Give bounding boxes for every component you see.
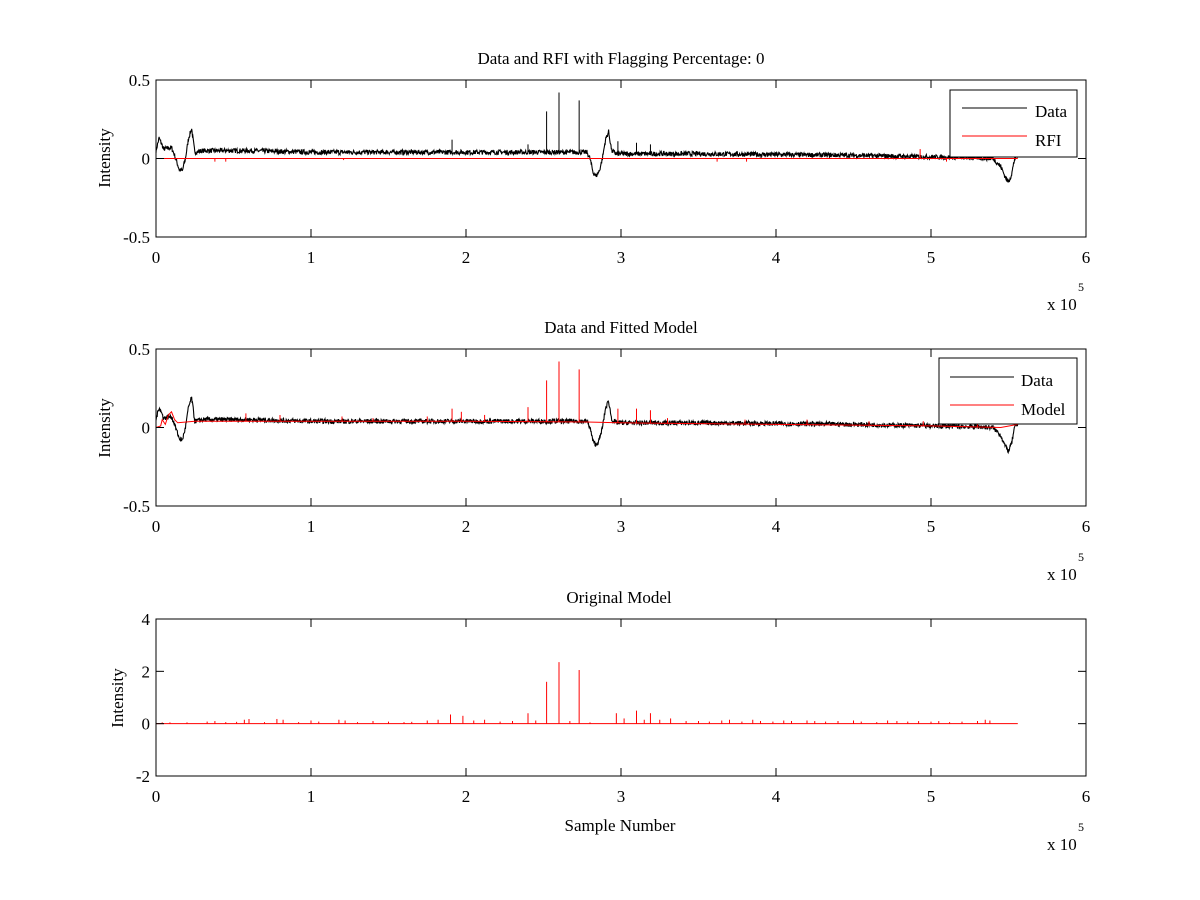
subplot-2-xtick-label: 4 <box>772 517 781 536</box>
subplot-1-ticks <box>155 79 1087 238</box>
subplot-3-xmult-exponent: 5 <box>1078 820 1084 834</box>
subplot-2-series-2-line <box>155 410 1018 429</box>
subplot-2-ticks <box>155 348 1087 507</box>
subplot-3-xtick-label: 1 <box>307 787 316 806</box>
subplot-3-ytick-label: -2 <box>136 767 150 786</box>
subplot-2-xtick-label: 3 <box>617 517 626 536</box>
subplot-1-plot <box>155 92 1019 183</box>
subplot-2-ytick-label: 0 <box>142 419 151 438</box>
subplot-1-xtick-label: 6 <box>1082 248 1091 267</box>
subplot-2-xtick-label: 6 <box>1082 517 1091 536</box>
subplot-2-ytick-label: -0.5 <box>123 497 150 516</box>
subplot-3-ytick-label: 2 <box>142 662 151 681</box>
subplot-1-ytick-label: 0.5 <box>129 71 150 90</box>
subplot-2-legend-box <box>938 357 1078 425</box>
subplot-2-xtick-label: 2 <box>462 517 471 536</box>
subplot-3-series-1 <box>156 662 1018 725</box>
subplot-1-legend: Data RFI <box>949 89 1078 158</box>
subplot-2-ylabel: Intensity <box>95 398 114 458</box>
subplot-1-ylabel: Intensity <box>95 128 114 188</box>
subplot-1-series-1 <box>155 92 1019 183</box>
subplot-1-xmult-exponent: 5 <box>1078 280 1084 294</box>
subplot-2-legend: Data Model <box>938 357 1078 425</box>
subplot-3-ytick-label: 0 <box>142 715 151 734</box>
subplot-3-xtick-label: 4 <box>772 787 781 806</box>
subplot-3-plot <box>156 662 1018 725</box>
subplot-3-xmult-base: x 10 <box>1047 835 1077 854</box>
subplot-1-series-1-line <box>155 128 1019 183</box>
subplot-2-ytick-label: 0.5 <box>129 340 150 359</box>
subplot-2-plot <box>155 361 1019 455</box>
subplot-1-title: Data and RFI with Flagging Percentage: 0 <box>477 49 764 68</box>
subplot-2-xtick-label: 1 <box>307 517 316 536</box>
subplot-3-title: Original Model <box>566 588 672 607</box>
subplot-1: Data and RFI with Flagging Percentage: 0… <box>95 49 1090 314</box>
subplot-1-series-2 <box>156 149 1018 162</box>
subplot-2-xmult-base: x 10 <box>1047 565 1077 584</box>
subplot-2-tick-labels: 0 1 2 3 4 5 6-0.500.5 <box>123 340 1090 536</box>
subplot-1-ytick-label: 0 <box>142 150 151 169</box>
subplot-2-xtick-label: 5 <box>927 517 936 536</box>
subplot-1-xtick-label: 0 <box>152 248 161 267</box>
subplot-1-xmult-base: x 10 <box>1047 295 1077 314</box>
subplot-2-series-1-line <box>155 396 1019 455</box>
subplot-3-xlabel: Sample Number <box>565 816 676 835</box>
subplot-1-xtick-label: 2 <box>462 248 471 267</box>
subplot-1-xtick-label: 4 <box>772 248 781 267</box>
subplot-2-legend-data-label: Data <box>1021 371 1054 390</box>
subplot-2-series-1 <box>155 396 1019 455</box>
subplot-2-legend-model-label: Model <box>1021 400 1066 419</box>
subplot-3-xtick-label: 0 <box>152 787 161 806</box>
subplot-1-ytick-label: -0.5 <box>123 228 150 247</box>
subplot-1-legend-box <box>949 89 1078 158</box>
subplot-2-xmult-exponent: 5 <box>1078 550 1084 564</box>
subplot-3-ticks <box>155 618 1087 777</box>
subplot-3-xtick-label: 5 <box>927 787 936 806</box>
subplot-2: Data and Fitted Model Intensity 0 1 2 3 4 5 6 -… <box>95 318 1090 584</box>
subplot-1-xtick-label: 5 <box>927 248 936 267</box>
subplot-3-ytick-label: 4 <box>142 610 151 629</box>
subplot-3-xtick-label: 3 <box>617 787 626 806</box>
subplot-1-tick-labels: 0 1 2 3 4 5 6-0.500.5 <box>123 71 1090 267</box>
subplot-1-xtick-label: 1 <box>307 248 316 267</box>
subplot-1-legend-rfi-label: RFI <box>1035 131 1062 150</box>
subplot-2-xtick-label: 0 <box>152 517 161 536</box>
subplot-2-title: Data and Fitted Model <box>544 318 698 337</box>
subplot-1-xtick-label: 3 <box>617 248 626 267</box>
subplot-3-ylabel: Intensity <box>108 668 127 728</box>
subplot-2-series-2 <box>155 361 1018 429</box>
subplot-3-xtick-label: 2 <box>462 787 471 806</box>
subplot-1-legend-data-label: Data <box>1035 102 1068 121</box>
subplot-3-xtick-label: 6 <box>1082 787 1091 806</box>
